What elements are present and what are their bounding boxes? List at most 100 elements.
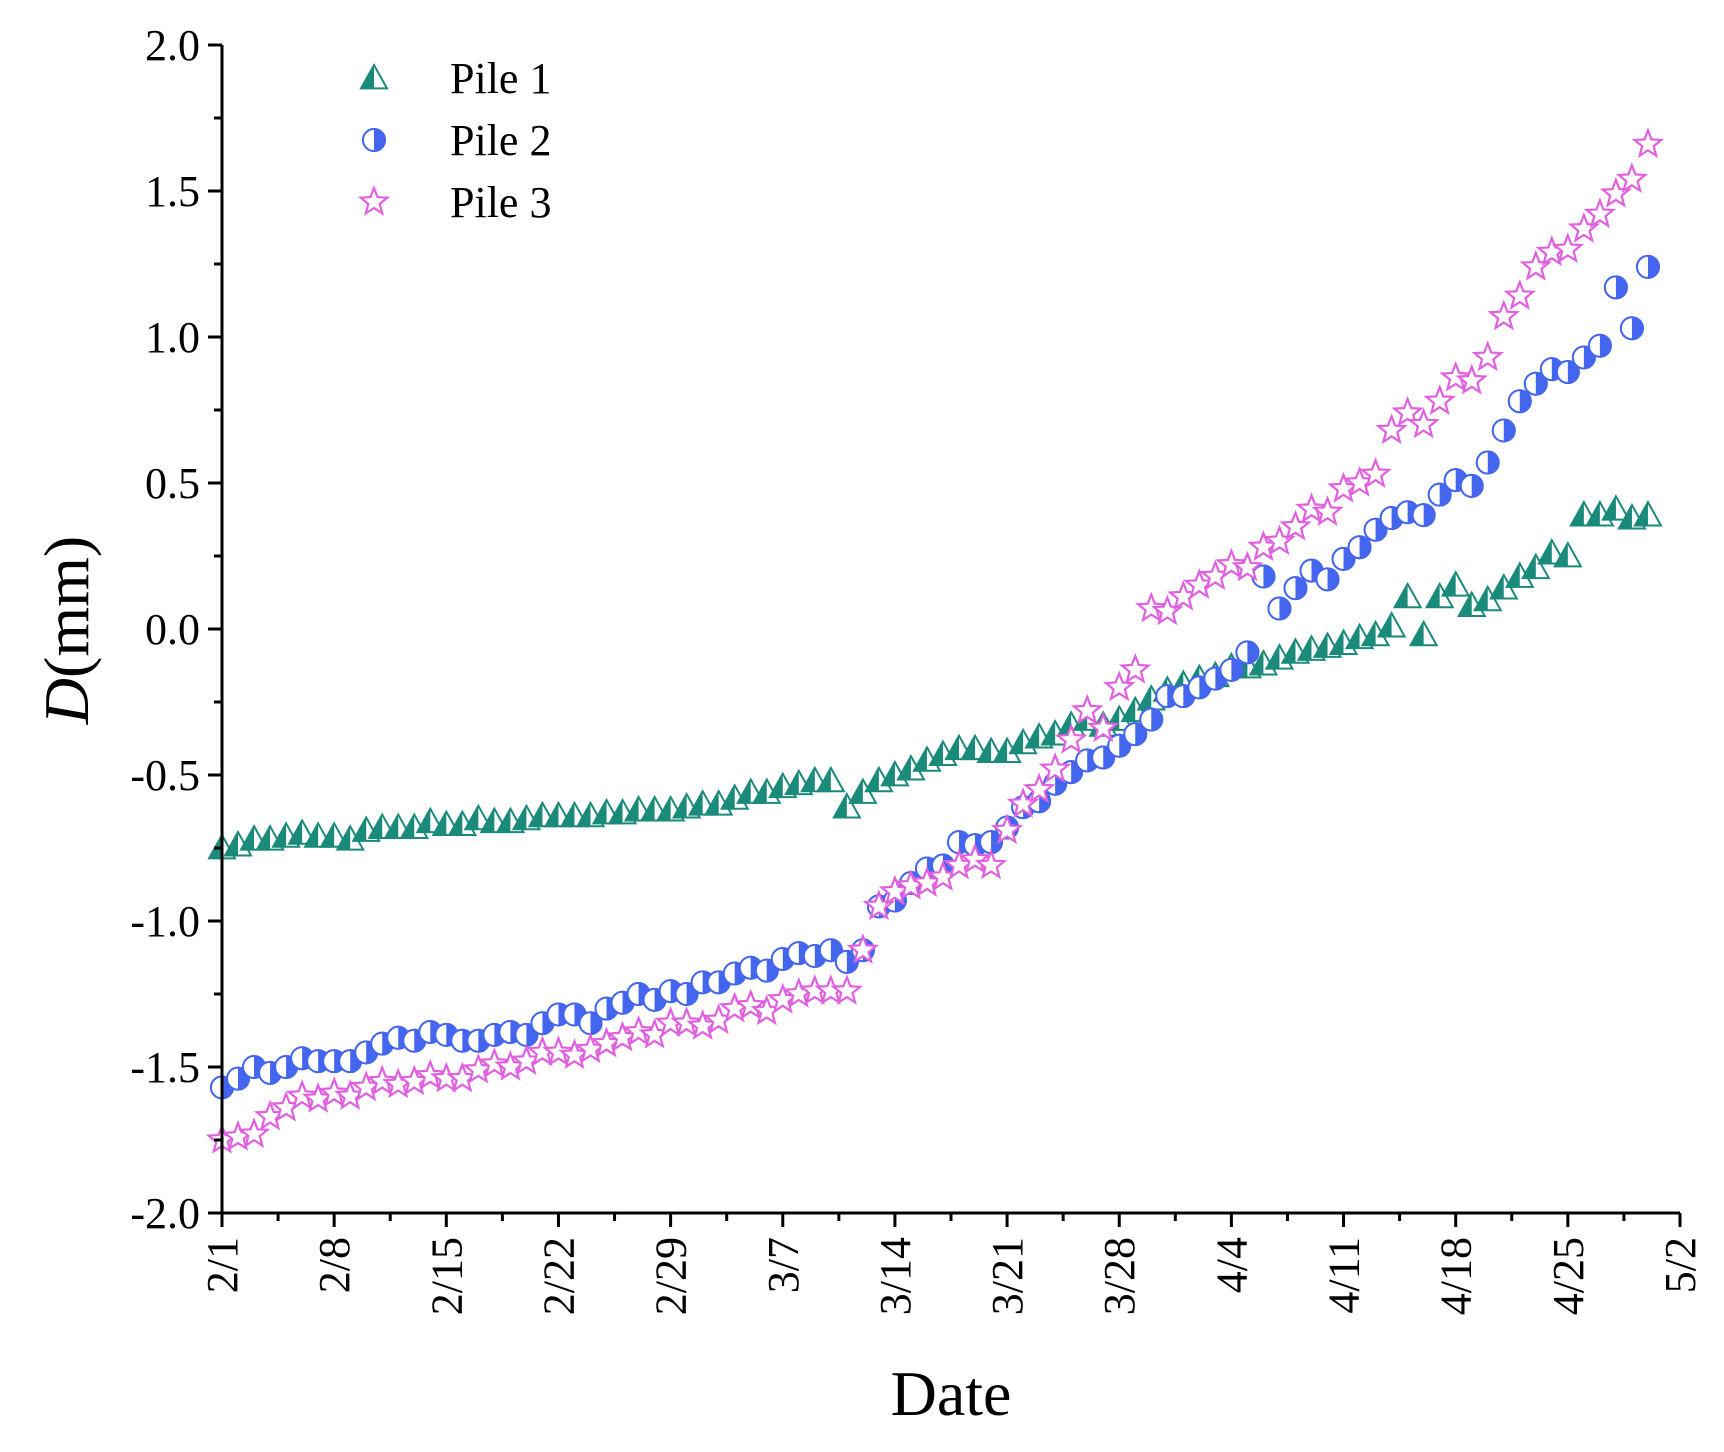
data-point <box>466 1028 491 1053</box>
data-point <box>285 1079 319 1110</box>
data-point <box>414 1058 447 1090</box>
data-point <box>1022 772 1056 804</box>
data-point <box>1471 340 1505 372</box>
data-point <box>958 842 992 874</box>
legend-label: Pile 3 <box>450 178 551 227</box>
data-point <box>830 974 864 1005</box>
y-tick-label: 0.0 <box>145 605 200 654</box>
data-point <box>542 1035 575 1067</box>
y-tick-label: 0.5 <box>145 459 200 508</box>
data-point <box>979 830 1004 855</box>
data-points <box>205 127 1665 1154</box>
y-tick-label: -0.5 <box>130 751 200 800</box>
data-point <box>974 848 1008 880</box>
data-point <box>1521 552 1551 580</box>
data-point <box>1231 550 1264 582</box>
data-point <box>1038 752 1072 783</box>
data-point <box>1487 299 1521 331</box>
legend-marker <box>359 62 389 90</box>
data-point <box>478 1047 511 1078</box>
x-axis-title: Date <box>891 1358 1012 1429</box>
data-point <box>658 979 683 1004</box>
x-ticks: 2/1 2/8 2/15 2/22 2/29 3/7 3/14 3/21 3/28 4/4 4/11… <box>198 1213 1705 1315</box>
legend: Pile 1 Pile 2 Pile 3 <box>357 54 551 227</box>
data-point <box>1475 450 1500 475</box>
data-point <box>816 765 846 793</box>
y-axis-title-unit: (mm) <box>31 536 102 678</box>
data-point <box>463 803 494 831</box>
data-point <box>818 938 843 963</box>
data-point <box>1123 722 1148 747</box>
data-point <box>1440 570 1471 597</box>
data-point <box>622 1014 655 1046</box>
data-point <box>1571 345 1596 370</box>
data-point <box>1427 482 1452 507</box>
data-point <box>415 806 445 834</box>
x-tick-label: 5/2 <box>1656 1237 1705 1293</box>
data-point <box>306 1049 331 1074</box>
y-tick-label: 2.0 <box>145 21 200 70</box>
y-tick-label: 1.5 <box>145 167 200 216</box>
data-point <box>287 818 317 845</box>
data-point <box>1615 162 1649 194</box>
data-point <box>1219 657 1244 682</box>
data-point <box>226 1066 251 1091</box>
data-point <box>1619 316 1644 341</box>
data-point <box>1135 591 1168 623</box>
data-point <box>1439 360 1472 392</box>
data-point <box>1118 652 1152 684</box>
legend-label: Pile 2 <box>450 116 551 165</box>
data-point <box>1411 503 1436 528</box>
x-tick-label: 4/25 <box>1544 1237 1593 1315</box>
data-point <box>1315 567 1340 592</box>
legend-marker <box>362 128 386 152</box>
data-point <box>1279 509 1312 541</box>
data-point <box>1331 546 1356 571</box>
data-point <box>1633 500 1663 527</box>
data-point <box>1295 492 1328 524</box>
x-tick-label: 3/21 <box>983 1237 1032 1315</box>
y-tick-label: -2.0 <box>130 1189 200 1238</box>
legend-item: Pile 3 <box>357 178 551 227</box>
series-pile-1 <box>207 494 1663 860</box>
data-point <box>1103 670 1136 702</box>
x-tick-label: 3/14 <box>871 1237 920 1315</box>
data-point <box>1555 360 1580 385</box>
data-point <box>1086 711 1120 743</box>
x-tick-label: 3/7 <box>759 1237 808 1293</box>
data-point <box>1407 407 1440 439</box>
data-point <box>1408 619 1439 647</box>
y-axis-title: D(mm) <box>31 536 102 725</box>
data-point <box>1587 333 1612 358</box>
x-tick-label: 4/4 <box>1207 1237 1256 1293</box>
series-pile-3 <box>205 127 1665 1154</box>
data-point <box>1603 275 1628 300</box>
data-point <box>1553 540 1583 568</box>
data-point <box>1363 517 1388 542</box>
data-point <box>1267 596 1292 621</box>
data-point <box>1601 494 1631 521</box>
data-point <box>670 1006 703 1037</box>
data-point <box>1391 395 1424 427</box>
x-tick-label: 2/22 <box>534 1237 583 1315</box>
data-point <box>1423 384 1456 416</box>
y-tick-label: 1.0 <box>145 313 200 362</box>
legend-marker <box>357 184 391 216</box>
data-point <box>366 1064 399 1096</box>
data-point <box>434 1022 459 1047</box>
data-point <box>1091 745 1116 770</box>
y-axis-title-variable: D <box>31 678 102 725</box>
legend-item: Pile 2 <box>362 116 551 165</box>
data-point <box>578 1011 603 1036</box>
data-point <box>754 958 779 983</box>
y-tick-label: -1.5 <box>130 1043 200 1092</box>
data-point <box>317 1076 351 1108</box>
data-point <box>1107 733 1132 758</box>
data-point <box>1215 547 1248 579</box>
data-point <box>319 821 349 848</box>
data-point <box>1139 707 1164 732</box>
series-pile-2 <box>210 254 1660 1100</box>
legend-item: Pile 1 <box>359 54 551 103</box>
data-point <box>1523 371 1548 396</box>
